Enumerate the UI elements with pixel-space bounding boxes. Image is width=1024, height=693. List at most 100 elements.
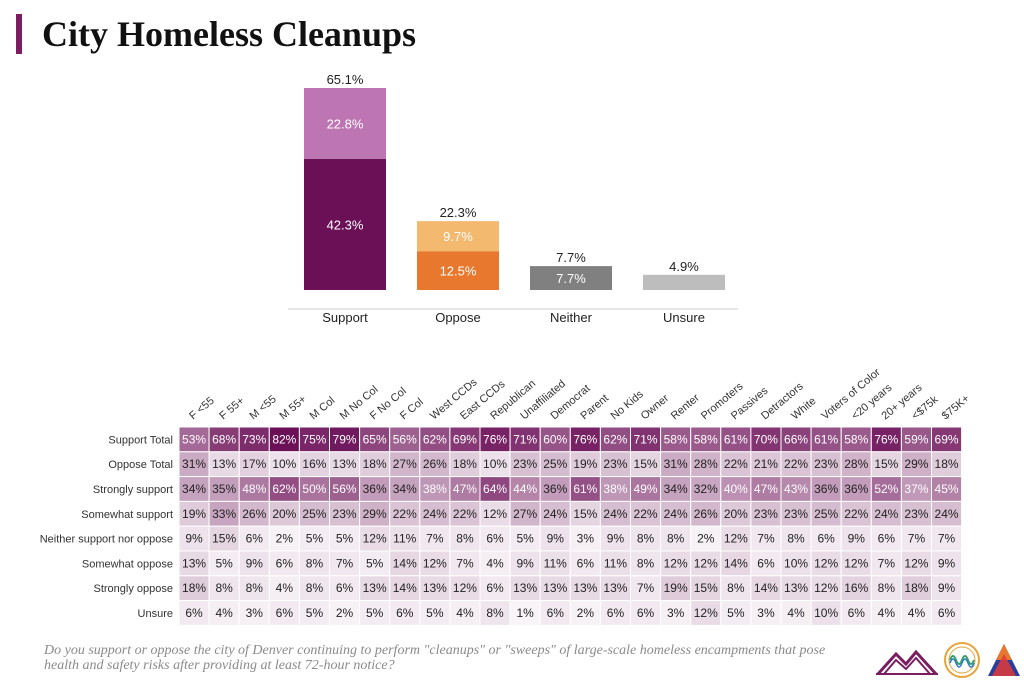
cell-value: 45% (935, 482, 959, 496)
cell-value: 5% (336, 532, 354, 546)
mountain-logo-icon (876, 649, 938, 676)
heatmap-cell (389, 476, 421, 502)
heatmap-cell (449, 600, 481, 626)
row-label: Oppose Total (108, 459, 173, 471)
cell-value: 16% (844, 581, 868, 595)
column-header: Renter (669, 392, 702, 423)
cell-value: 9% (938, 581, 956, 595)
heatmap-cell (479, 525, 511, 552)
heatmap-cell (690, 476, 722, 502)
cell-value: 26% (423, 457, 447, 471)
heatmap-cell (298, 426, 330, 453)
cell-value: 7% (878, 556, 896, 570)
heatmap-cell (660, 600, 692, 626)
cell-value: 23% (784, 507, 808, 521)
cell-value: 6% (637, 606, 655, 620)
cell-value: 65% (363, 432, 387, 446)
cell-value: 61% (814, 432, 838, 446)
triangle-logo-icon (988, 644, 1020, 676)
cell-value: 1% (516, 606, 534, 620)
cell-value: 22% (784, 457, 808, 471)
cell-value: 24% (423, 507, 447, 521)
cell-value: 6% (607, 606, 625, 620)
cell-value: 12% (694, 556, 718, 570)
heatmap-cell (238, 451, 270, 478)
heatmap-cell (690, 500, 722, 527)
heatmap-cell (780, 575, 812, 602)
cell-value: 48% (242, 482, 266, 496)
cell-value: 20% (272, 507, 296, 521)
cell-value: 36% (844, 482, 868, 496)
cell-value: 12% (423, 556, 447, 570)
column-header: M 55+ (278, 393, 309, 422)
bar-segment (304, 158, 386, 290)
heatmap-cell (750, 500, 782, 527)
row-label: Strongly support (93, 484, 173, 496)
cell-value: 17% (242, 457, 266, 471)
cell-value: 69% (935, 432, 959, 446)
heatmap-cell (750, 476, 782, 502)
cell-value: 37% (904, 482, 928, 496)
cell-value: 14% (724, 556, 748, 570)
row-label: Neither support nor oppose (40, 534, 173, 546)
cell-value: 6% (577, 556, 595, 570)
survey-question: Do you support or oppose the city of Den… (44, 643, 826, 673)
cell-value: 60% (543, 432, 567, 446)
wave-seal-logo-icon (944, 642, 980, 678)
cell-value: 53% (182, 432, 206, 446)
cell-value: 19% (573, 457, 597, 471)
cell-value: 64% (483, 482, 507, 496)
heatmap-cell (931, 451, 963, 478)
cell-value: 58% (664, 432, 688, 446)
cell-value: 38% (423, 482, 447, 496)
cell-value: 24% (874, 507, 898, 521)
title-accent-bar (16, 14, 22, 54)
cell-value: 6% (878, 532, 896, 546)
cell-value: 70% (754, 432, 778, 446)
cell-value: 2% (577, 606, 595, 620)
cell-value: 18% (182, 581, 206, 595)
cell-value: 6% (336, 581, 354, 595)
heatmap-cell (298, 550, 330, 577)
cell-value: 23% (904, 507, 928, 521)
heatmap-cell (298, 600, 330, 626)
cell-value: 47% (453, 482, 477, 496)
heatmap-cell (359, 451, 391, 478)
cell-value: 6% (396, 606, 414, 620)
cell-value: 38% (603, 482, 627, 496)
cell-value: 24% (603, 507, 627, 521)
bar-total-label: 7.7% (556, 250, 586, 265)
cell-value: 71% (513, 432, 537, 446)
cell-value: 61% (573, 482, 597, 496)
bar-total-label: 65.1% (327, 72, 364, 87)
heatmap-cell (900, 600, 933, 626)
cell-value: 4% (276, 581, 294, 595)
cell-value: 18% (363, 457, 387, 471)
cell-value: 15% (212, 532, 236, 546)
cell-value: 8% (787, 532, 805, 546)
heatmap-cell (870, 550, 902, 577)
cell-value: 58% (844, 432, 868, 446)
heatmap-cell (900, 426, 933, 453)
cell-value: 40% (724, 482, 748, 496)
heatmap-cell (931, 525, 963, 552)
cell-value: 15% (694, 581, 718, 595)
cell-value: 25% (543, 457, 567, 471)
cell-value: 14% (393, 581, 417, 595)
heatmap-cell (870, 500, 902, 527)
cell-value: 36% (814, 482, 838, 496)
heatmap-cell (329, 550, 361, 577)
cell-value: 12% (814, 556, 838, 570)
cell-value: 5% (306, 606, 324, 620)
heatmap-cell (720, 451, 752, 478)
cell-value: 62% (423, 432, 447, 446)
cell-value: 13% (573, 581, 597, 595)
cell-value: 12% (694, 606, 718, 620)
cell-value: 44% (513, 482, 537, 496)
cell-value: 13% (333, 457, 357, 471)
cell-value: 8% (637, 532, 655, 546)
cell-value: 7% (456, 556, 474, 570)
cell-value: 9% (938, 556, 956, 570)
heatmap-cell (298, 575, 330, 602)
cell-value: 5% (366, 556, 384, 570)
